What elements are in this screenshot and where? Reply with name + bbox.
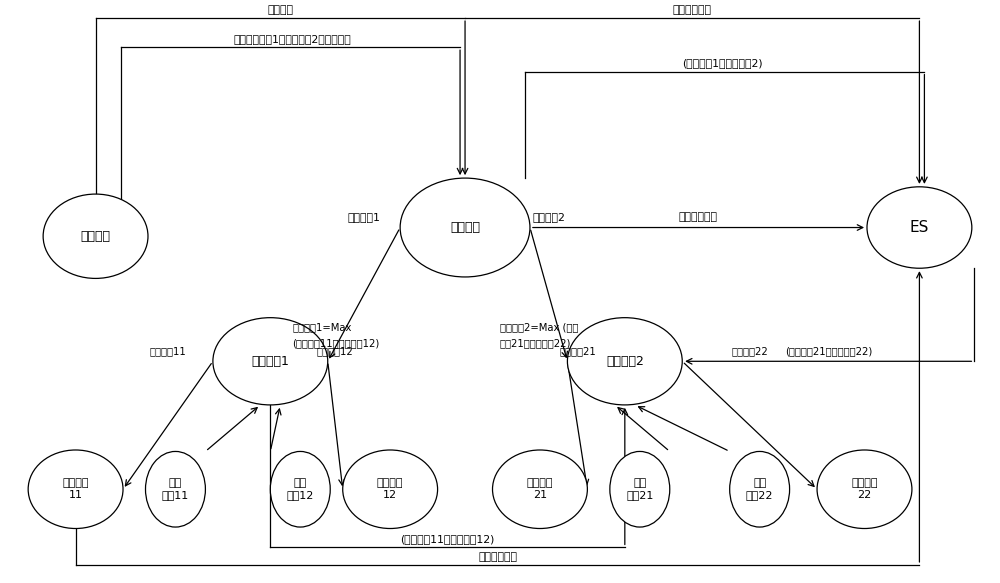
Ellipse shape	[28, 450, 123, 529]
Text: 复制黑盒
11: 复制黑盒 11	[62, 479, 89, 500]
Text: 操作序列11: 操作序列11	[150, 347, 186, 357]
Ellipse shape	[493, 450, 587, 529]
Text: 提取战场信息: 提取战场信息	[478, 552, 517, 562]
Text: 复制黑盒
12: 复制黑盒 12	[377, 479, 403, 500]
Text: 操作序列21: 操作序列21	[559, 347, 596, 357]
Text: 复制黑盒: 复制黑盒	[267, 5, 293, 15]
Text: 复制黑盒1: 复制黑盒1	[251, 355, 289, 368]
Text: 复制黑盒
21: 复制黑盒 21	[527, 479, 553, 500]
Text: (操作序列21，操作序列22): (操作序列21，操作序列22)	[785, 347, 872, 357]
Ellipse shape	[145, 451, 205, 527]
Ellipse shape	[817, 450, 912, 529]
Text: ES: ES	[910, 220, 929, 235]
Text: 操作序列2: 操作序列2	[532, 212, 565, 222]
Ellipse shape	[567, 318, 682, 405]
Text: 提取战场信息: 提取战场信息	[679, 212, 718, 222]
Text: 战斗
评分21: 战斗 评分21	[626, 479, 653, 500]
Text: 操作序列12: 操作序列12	[317, 347, 354, 357]
Text: 战斗
评分22: 战斗 评分22	[746, 479, 773, 500]
Ellipse shape	[43, 194, 148, 279]
Ellipse shape	[213, 318, 328, 405]
Text: 复制黑盒2: 复制黑盒2	[606, 355, 644, 368]
Ellipse shape	[610, 451, 670, 527]
Ellipse shape	[400, 178, 530, 277]
Text: 复制黑盒: 复制黑盒	[450, 221, 480, 234]
Text: 战斗评分2=Max (战斗: 战斗评分2=Max (战斗	[500, 322, 578, 332]
Text: 操作序列22: 操作序列22	[731, 347, 768, 357]
Text: 战斗黑盒: 战斗黑盒	[81, 230, 111, 243]
Ellipse shape	[730, 451, 790, 527]
Text: 提取战场信息: 提取战场信息	[673, 5, 712, 15]
Text: 操作序列1: 操作序列1	[348, 212, 380, 222]
Text: 评分21，战斗评分22): 评分21，战斗评分22)	[500, 338, 571, 348]
Text: 战斗评分1=Max: 战斗评分1=Max	[292, 322, 352, 332]
Text: 复制黑盒
22: 复制黑盒 22	[851, 479, 878, 500]
Text: (战斗评分11，战斗评分12): (战斗评分11，战斗评分12)	[292, 338, 380, 348]
Ellipse shape	[343, 450, 438, 529]
Ellipse shape	[270, 451, 330, 527]
Text: (操作序列11，操作序列12): (操作序列11，操作序列12)	[400, 535, 495, 545]
Ellipse shape	[867, 187, 972, 268]
Text: 比较操作序列1与操作序列2的战斗评分: 比较操作序列1与操作序列2的战斗评分	[234, 34, 352, 44]
Text: (操作序列1，操作序列2): (操作序列1，操作序列2)	[682, 58, 763, 68]
Text: 战斗
评分12: 战斗 评分12	[287, 479, 314, 500]
Text: 战斗
评分11: 战斗 评分11	[162, 479, 189, 500]
